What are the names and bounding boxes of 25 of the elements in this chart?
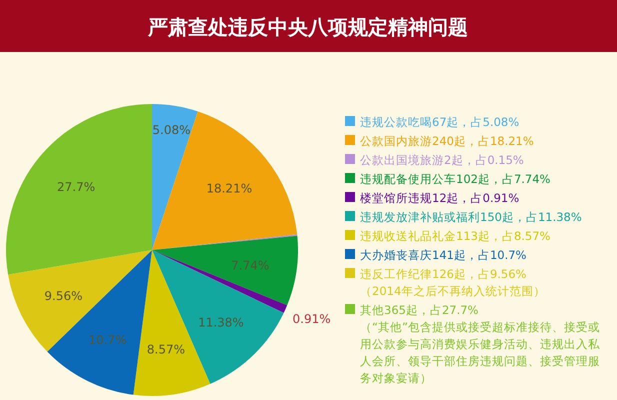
data-label: 5.08% <box>152 122 191 137</box>
legend-label: 其他365起，占27.7% （“其他”包含提供或接受超标准接待、接受或用公款参与高消费娱乐健身活动、违规出入私人会所、领导干部住房违规问题、接受管理服务对象宴请） <box>360 303 601 385</box>
legend-label: 大办婚丧喜庆141起，占10.7% <box>360 248 527 262</box>
data-label: 11.38% <box>198 315 244 330</box>
legend-label: 公款出国境旅游2起，占0.15% <box>360 153 524 167</box>
data-label: 27.7% <box>57 180 96 194</box>
data-label: 9.56% <box>44 288 83 303</box>
legend-label: 楼堂馆所违规12起，占0.91% <box>360 191 520 205</box>
pie-slice <box>152 250 288 313</box>
data-label: 18.21% <box>206 182 252 196</box>
data-label: 0.91% <box>292 312 331 326</box>
legend-label: 违规配备使用公车102起，占7.74% <box>360 172 551 186</box>
legend-label: 违规发放津补贴或福利150起，占11.38% <box>360 210 582 224</box>
pie-slice <box>152 236 298 306</box>
legend-label: 违规收送礼品礼金113起，占8.57% <box>360 229 551 243</box>
legend-label: 公款国内旅游240起，占18.21% <box>360 134 534 148</box>
data-label: 10.7% <box>88 332 127 347</box>
legend-label: 违规公款吃喝67起，占5.08% <box>360 115 520 129</box>
chart-title: 严肃查处违反中央八项规定精神问题 <box>147 15 468 39</box>
data-label: 8.57% <box>146 342 186 356</box>
legend-label: 违反工作纪律126起，占9.56% （2014年之后不再纳入统计范围） <box>360 267 546 298</box>
pie-slice <box>152 104 198 250</box>
data-label: 7.74% <box>231 258 270 272</box>
pie-slice <box>6 104 152 275</box>
pie-slice <box>152 111 298 250</box>
